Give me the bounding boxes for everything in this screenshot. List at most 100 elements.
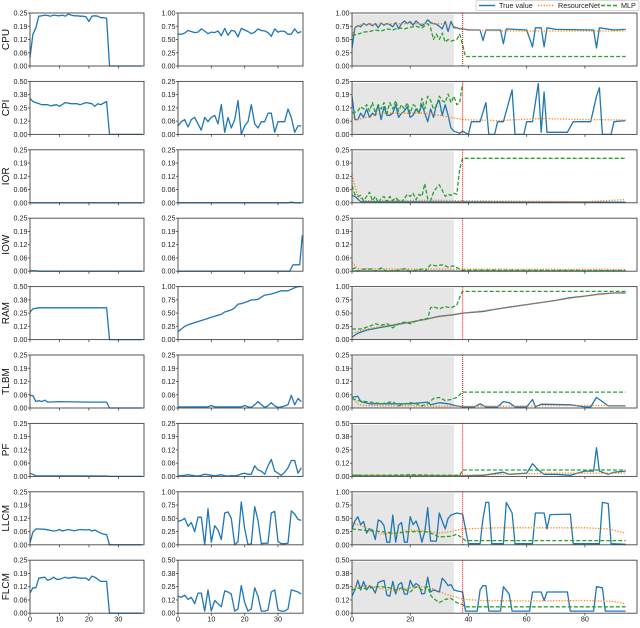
y-tick-label: 0.25 <box>14 419 28 428</box>
series-true <box>351 194 626 203</box>
y-tick-label: 0.12 <box>162 172 176 181</box>
y-tick-label: 0.75 <box>162 501 176 510</box>
series-true <box>351 576 626 612</box>
row-label: FLCM <box>1 573 12 600</box>
panel-llcm-2: 0.00 0.25 0.50 0.75 1.00 <box>162 487 304 549</box>
training-shade <box>352 82 454 135</box>
y-tick-label: 0.00 <box>336 404 350 413</box>
series-resourcenet <box>351 396 626 407</box>
y-tick-label: 0.00 <box>14 540 28 549</box>
y-tick-label: 0.38 <box>336 569 350 578</box>
y-tick-label: 0.12 <box>14 582 28 591</box>
axes-frame <box>29 217 145 272</box>
y-tick-label: 0.75 <box>336 295 350 304</box>
y-tick-label: 0.38 <box>14 295 28 304</box>
y-tick-label: 0.50 <box>336 309 350 318</box>
panel-ram-3: 0.00 0.25 0.50 0.75 1.00 <box>336 282 638 344</box>
y-tick-label: 0.25 <box>14 214 28 223</box>
series-true <box>29 97 142 136</box>
y-tick-label: 0.25 <box>162 582 176 591</box>
y-tick-label: 0.00 <box>336 62 350 71</box>
y-tick-label: 0.19 <box>162 432 176 441</box>
series-resourcenet <box>351 112 626 122</box>
series-true <box>177 501 302 546</box>
legend: True value ResourceNet MLP <box>475 0 640 11</box>
panel-pf-2: 0.00 0.06 0.12 0.19 0.25 <box>162 419 304 481</box>
y-tick-label: 0.19 <box>336 159 350 168</box>
y-tick-label: 0.12 <box>336 595 350 604</box>
panel-iow-3: 0.00 0.06 0.12 0.19 0.25 <box>336 214 638 276</box>
axes-frame <box>29 422 145 477</box>
series-mlp <box>351 83 464 114</box>
y-tick-label: 0.06 <box>336 253 350 262</box>
y-tick-label: 1.00 <box>336 9 350 18</box>
panel-ior-2: 0.00 0.06 0.12 0.19 0.25 <box>162 145 304 207</box>
y-tick-label: 0.06 <box>14 459 28 468</box>
y-tick-label: 0.75 <box>336 501 350 510</box>
y-tick-label: 1.00 <box>162 9 176 18</box>
panel-tlbm-3: 0.00 0.06 0.12 0.19 0.25 <box>336 351 638 413</box>
panel-tlbm-1: 0.00 0.06 0.12 0.19 0.25 <box>14 351 145 413</box>
y-tick-label: 1.00 <box>336 282 350 291</box>
panel-cpu-1: 0.00 0.06 0.12 0.19 0.25 <box>14 9 145 71</box>
y-tick-label: 0.19 <box>336 90 350 99</box>
y-tick-label: 0.19 <box>336 364 350 373</box>
y-tick-label: 0.25 <box>336 77 350 86</box>
y-tick-label: 0.25 <box>162 322 176 331</box>
axes-frame <box>177 149 304 204</box>
legend-label: ResourceNet <box>558 1 600 10</box>
x-tick-label: 40 <box>464 615 472 623</box>
series-true <box>177 458 302 477</box>
y-tick-label: 0.06 <box>14 253 28 262</box>
y-tick-label: 0.00 <box>162 404 176 413</box>
y-tick-label: 0.06 <box>336 117 350 126</box>
axes-frame <box>29 149 145 204</box>
y-tick-label: 0.12 <box>162 377 176 386</box>
panel-flcm-1: 0.00 0.06 0.12 0.19 0.25 0 10 20 30 <box>14 556 145 624</box>
y-tick-label: 0.00 <box>162 198 176 207</box>
y-tick-label: 0.75 <box>162 22 176 31</box>
row-label: PF <box>1 444 12 457</box>
y-tick-label: 0.00 <box>14 472 28 481</box>
y-tick-label: 0.12 <box>336 172 350 181</box>
series-mlp <box>352 290 626 330</box>
panel-cpi-3: 0.00 0.06 0.12 0.19 0.25 <box>336 77 638 139</box>
series-true <box>29 307 142 341</box>
x-tick-label: 20 <box>406 615 414 623</box>
y-tick-label: 0.06 <box>162 117 176 126</box>
y-tick-label: 0.00 <box>162 472 176 481</box>
y-tick-label: 0.50 <box>336 419 350 428</box>
y-tick-label: 0.00 <box>14 62 28 71</box>
axes-frame <box>29 559 145 614</box>
y-tick-label: 0.25 <box>14 556 28 565</box>
training-shade <box>352 424 454 477</box>
series-true <box>177 285 302 333</box>
series-true <box>29 528 142 546</box>
panel-ior-1: 0.00 0.06 0.12 0.19 0.25 <box>14 145 145 207</box>
y-tick-label: 0.25 <box>162 77 176 86</box>
axes-frame <box>29 12 145 67</box>
panel-tlbm-2: 0.00 0.06 0.12 0.19 0.25 <box>162 351 304 413</box>
axes-frame <box>29 286 145 341</box>
y-tick-label: 0.12 <box>14 514 28 523</box>
x-tick-label: 20 <box>241 615 249 623</box>
axes-frame <box>29 80 145 135</box>
x-tick-label: 0 <box>350 615 354 623</box>
y-tick-label: 0.75 <box>162 295 176 304</box>
y-tick-label: 0.00 <box>162 62 176 71</box>
y-tick-label: 0.25 <box>14 103 28 112</box>
y-tick-label: 0.00 <box>14 404 28 413</box>
y-tick-label: 0.25 <box>336 527 350 536</box>
series-mlp <box>351 157 626 204</box>
axes-frame <box>29 354 145 409</box>
panel-iow-2: 0.00 0.06 0.12 0.19 0.25 <box>162 214 304 276</box>
row-label: TLBM <box>1 368 12 395</box>
row-label: CPI <box>1 100 12 117</box>
y-tick-label: 0.00 <box>162 130 176 139</box>
panel-ram-2: 0.00 0.25 0.50 0.75 1.00 <box>162 282 304 344</box>
y-tick-label: 0.75 <box>336 22 350 31</box>
panel-llcm-1: 0.00 0.06 0.12 0.19 0.25 <box>14 487 145 549</box>
y-tick-label: 0.00 <box>14 335 28 344</box>
panel-ram-1: 0.00 0.12 0.25 0.38 0.50 <box>14 282 145 344</box>
y-tick-label: 0.19 <box>162 364 176 373</box>
